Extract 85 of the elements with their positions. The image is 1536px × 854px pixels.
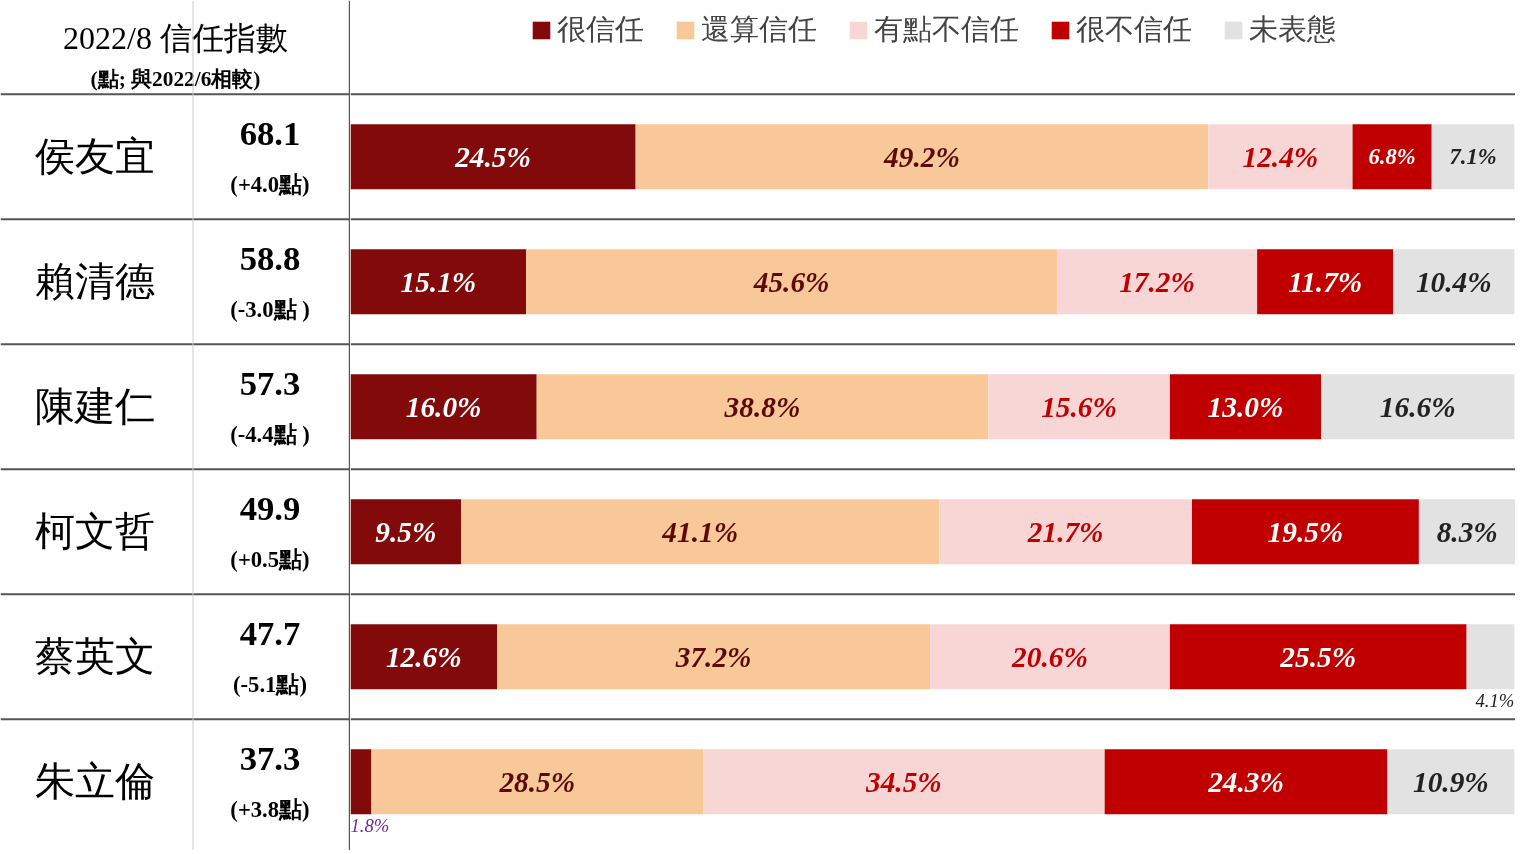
data-label: 12.6%	[385, 640, 462, 673]
bar	[703, 749, 1105, 815]
legend-label: 很不信任	[1075, 11, 1192, 48]
y-tick-label: 柯文哲	[35, 509, 155, 555]
text: 68.1	[239, 114, 301, 153]
text: 57.3	[239, 364, 301, 403]
bar	[930, 624, 1170, 690]
data-label: 38.8%	[723, 390, 801, 423]
bar	[1431, 124, 1515, 190]
bar	[536, 374, 989, 440]
data-label: 20.6%	[1011, 640, 1088, 673]
bar	[461, 499, 940, 565]
bar	[350, 249, 527, 315]
data-label: 16.0%	[405, 390, 482, 423]
data-label: 16.6%	[1379, 390, 1456, 423]
data-label: 24.3%	[1207, 765, 1284, 798]
text: 2022/8 信任指數	[63, 20, 288, 56]
bar	[350, 624, 498, 690]
data-label: 8.3%	[1436, 515, 1498, 548]
bar	[350, 499, 462, 565]
bar	[371, 749, 704, 815]
data-label: 19.5%	[1267, 515, 1344, 548]
text: (-5.1點)	[233, 671, 307, 697]
data-label: 25.5%	[1279, 640, 1357, 673]
data-label: 41.1%	[661, 515, 739, 548]
bar	[1321, 374, 1515, 440]
y-tick-label: 蔡英文	[35, 634, 155, 680]
data-label: 11.7%	[1288, 265, 1363, 298]
legend-label: 還算信任	[700, 11, 817, 48]
bar	[1169, 374, 1322, 440]
bar	[635, 124, 1209, 190]
bar	[1104, 749, 1388, 815]
data-label: 13.0%	[1207, 390, 1284, 423]
data-label: 37.2%	[674, 640, 752, 673]
y-tick-label: 賴清德	[35, 259, 155, 305]
data-label: 10.9%	[1413, 765, 1489, 798]
y-tick-label: 侯友宜	[35, 134, 155, 180]
bar	[350, 374, 537, 440]
bar	[497, 624, 931, 690]
data-label: 12.4%	[1242, 140, 1319, 173]
text: (-4.4點 )	[230, 421, 310, 447]
y-tick-label: 陳建仁	[35, 384, 155, 430]
bar	[1056, 249, 1258, 315]
text: (+3.8點)	[230, 796, 310, 822]
data-label: 28.5%	[498, 765, 576, 798]
legend-label: 有點不信任	[873, 11, 1019, 48]
bar	[1387, 749, 1515, 815]
bar	[350, 124, 636, 190]
data-label: 17.2%	[1119, 265, 1195, 298]
y-tick-label: 朱立倫	[35, 759, 155, 805]
bar	[1169, 624, 1467, 690]
bar	[350, 749, 372, 815]
data-label: 7.1%	[1449, 144, 1497, 170]
data-label: 6.8%	[1368, 144, 1416, 170]
data-label: 15.6%	[1041, 390, 1117, 423]
text: (+4.0點)	[230, 171, 310, 197]
bar	[1208, 124, 1353, 190]
data-label: 34.5%	[865, 765, 942, 798]
bar	[1191, 499, 1419, 565]
legend-label: 未表態	[1248, 11, 1336, 48]
bar	[526, 249, 1057, 315]
data-label: 10.4%	[1415, 265, 1492, 298]
bar	[1352, 124, 1432, 190]
legend-label: 很信任	[556, 11, 644, 48]
bar	[939, 499, 1192, 565]
data-label: 21.7%	[1026, 515, 1104, 548]
text: (-3.0點 )	[230, 296, 310, 322]
bar	[1257, 249, 1394, 315]
data-label: 1.8%	[350, 814, 390, 836]
bar	[1418, 499, 1515, 565]
text: (+0.5點)	[230, 546, 310, 572]
text: 58.8	[239, 239, 301, 278]
data-label: 9.5%	[375, 515, 437, 548]
data-label: 24.5%	[454, 140, 531, 173]
text: 47.7	[239, 614, 301, 653]
text: 49.9	[239, 489, 301, 528]
bar	[1466, 624, 1515, 690]
bar	[1393, 249, 1515, 315]
data-label: 49.2%	[883, 140, 960, 173]
text: (點; 與2022/6相較)	[90, 67, 261, 92]
data-label: 15.1%	[400, 265, 477, 298]
text: 37.3	[239, 739, 301, 778]
data-label: 4.1%	[1475, 689, 1515, 711]
data-label: 45.6%	[752, 265, 830, 298]
bar	[988, 374, 1170, 440]
